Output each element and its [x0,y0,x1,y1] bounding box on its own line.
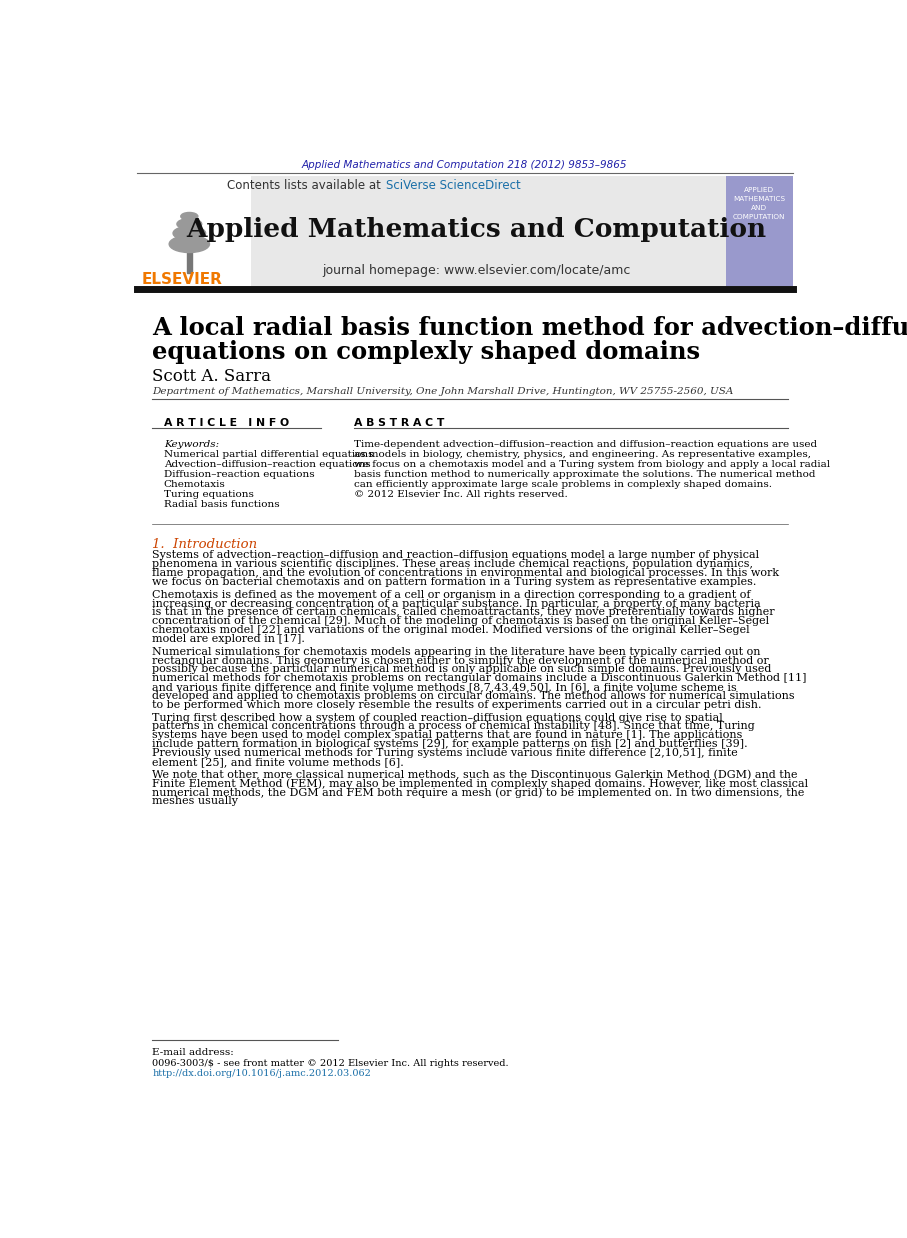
Text: © 2012 Elsevier Inc. All rights reserved.: © 2012 Elsevier Inc. All rights reserved… [354,490,568,499]
Text: rectangular domains. This geometry is chosen either to simplify the development : rectangular domains. This geometry is ch… [152,656,769,666]
Text: Advection–diffusion–reaction equations: Advection–diffusion–reaction equations [164,461,370,469]
Text: Numerical partial differential equations: Numerical partial differential equations [164,451,374,459]
Text: include pattern formation in biological systems [29], for example patterns on fi: include pattern formation in biological … [152,739,747,749]
Text: A R T I C L E   I N F O: A R T I C L E I N F O [164,418,288,428]
Bar [187,251,191,274]
Text: flame propagation, and the evolution of concentrations in environmental and biol: flame propagation, and the evolution of … [152,568,779,578]
Text: and various finite difference and finite volume methods [8,7,43,49,50]. In [6], : and various finite difference and finite… [152,682,736,692]
Text: http://dx.doi.org/10.1016/j.amc.2012.03.062: http://dx.doi.org/10.1016/j.amc.2012.03.… [152,1068,371,1078]
Ellipse shape [180,213,198,220]
Text: Turing first described how a system of coupled reaction–diffusion equations coul: Turing first described how a system of c… [152,713,723,723]
Bar [137,176,251,286]
Text: can efficiently approximate large scale problems in complexly shaped domains.: can efficiently approximate large scale … [354,479,772,489]
Text: we focus on a chemotaxis model and a Turing system from biology and apply a loca: we focus on a chemotaxis model and a Tur… [354,459,830,469]
Text: equations on complexly shaped domains: equations on complexly shaped domains [152,339,700,364]
Text: 1.  Introduction: 1. Introduction [152,539,258,551]
Text: Turing equations: Turing equations [164,490,254,499]
Text: A B S T R A C T: A B S T R A C T [354,418,444,428]
Text: numerical methods for chemotaxis problems on rectangular domains include a Disco: numerical methods for chemotaxis problem… [152,673,806,683]
Text: Systems of advection–reaction–diffusion and reaction–diffusion equations model a: Systems of advection–reaction–diffusion … [152,551,759,561]
Text: Numerical simulations for chemotaxis models appearing in the literature have bee: Numerical simulations for chemotaxis mod… [152,646,761,656]
Text: Contents lists available at: Contents lists available at [227,180,385,192]
Bar [726,176,793,286]
Text: Diffusion–reaction equations: Diffusion–reaction equations [164,470,315,479]
Text: systems have been used to model complex spatial patterns that are found in natur: systems have been used to model complex … [152,730,743,740]
Text: journal homepage: www.elsevier.com/locate/amc: journal homepage: www.elsevier.com/locat… [322,264,630,277]
Text: Chemotaxis is defined as the movement of a cell or organism in a direction corre: Chemotaxis is defined as the movement of… [152,589,751,599]
Text: possibly because the particular numerical method is only applicable on such simp: possibly because the particular numerica… [152,665,772,675]
Text: Department of Mathematics, Marshall University, One John Marshall Drive, Hunting: Department of Mathematics, Marshall Univ… [152,387,734,396]
Text: Scott A. Sarra: Scott A. Sarra [152,368,271,385]
Text: We note that other, more classical numerical methods, such as the Discontinuous : We note that other, more classical numer… [152,770,797,780]
Bar [137,176,726,286]
Text: Finite Element Method (FEM), may also be implemented in complexly shaped domains: Finite Element Method (FEM), may also be… [152,779,808,789]
Text: meshes usually: meshes usually [152,796,239,806]
Text: numerical methods, the DGM and FEM both require a mesh (or grid) to be implement: numerical methods, the DGM and FEM both … [152,787,805,797]
Text: model are explored in [17].: model are explored in [17]. [152,634,305,644]
Ellipse shape [170,235,210,253]
Text: A local radial basis function method for advection–diffusion–reaction: A local radial basis function method for… [152,317,907,340]
Text: chemotaxis model [22] and variations of the original model. Modified versions of: chemotaxis model [22] and variations of … [152,625,750,635]
Text: increasing or decreasing concentration of a particular substance. In particular,: increasing or decreasing concentration o… [152,599,761,609]
Text: SciVerse ScienceDirect: SciVerse ScienceDirect [386,180,521,192]
Text: as models in biology, chemistry, physics, and engineering. As representative exa: as models in biology, chemistry, physics… [354,449,811,458]
Text: patterns in chemical concentrations through a process of chemical instability [4: patterns in chemical concentrations thro… [152,722,755,732]
Text: Time-dependent advection–diffusion–reaction and diffusion–reaction equations are: Time-dependent advection–diffusion–react… [354,439,816,448]
Text: Keywords:: Keywords: [164,439,219,448]
Text: element [25], and finite volume methods [6].: element [25], and finite volume methods … [152,756,404,766]
Text: ELSEVIER: ELSEVIER [141,272,222,287]
Ellipse shape [177,219,201,229]
Text: to be performed which more closely resemble the results of experiments carried o: to be performed which more closely resem… [152,699,762,709]
Text: Radial basis functions: Radial basis functions [164,500,279,510]
Text: concentration of the chemical [29]. Much of the modeling of chemotaxis is based : concentration of the chemical [29]. Much… [152,617,769,626]
Text: Applied Mathematics and Computation 218 (2012) 9853–9865: Applied Mathematics and Computation 218 … [302,161,628,171]
Ellipse shape [173,227,206,240]
Text: APPLIED
MATHEMATICS
AND
COMPUTATION: APPLIED MATHEMATICS AND COMPUTATION [733,187,785,220]
Text: Chemotaxis: Chemotaxis [164,480,226,489]
Text: Previously used numerical methods for Turing systems include various finite diff: Previously used numerical methods for Tu… [152,748,738,758]
Text: is that in the presence of certain chemicals, called chemoattractants, they move: is that in the presence of certain chemi… [152,608,775,618]
Text: 0096-3003/$ - see front matter © 2012 Elsevier Inc. All rights reserved.: 0096-3003/$ - see front matter © 2012 El… [152,1058,509,1067]
Text: basis function method to numerically approximate the solutions. The numerical me: basis function method to numerically app… [354,469,815,479]
Text: we focus on bacterial chemotaxis and on pattern formation in a Turing system as : we focus on bacterial chemotaxis and on … [152,577,756,587]
Text: Applied Mathematics and Computation: Applied Mathematics and Computation [186,217,766,241]
Text: E-mail address:: E-mail address: [152,1047,237,1057]
Text: phenomena in various scientific disciplines. These areas include chemical reacti: phenomena in various scientific discipli… [152,560,753,569]
Text: developed and applied to chemotaxis problems on circular domains. The method all: developed and applied to chemotaxis prob… [152,691,795,701]
